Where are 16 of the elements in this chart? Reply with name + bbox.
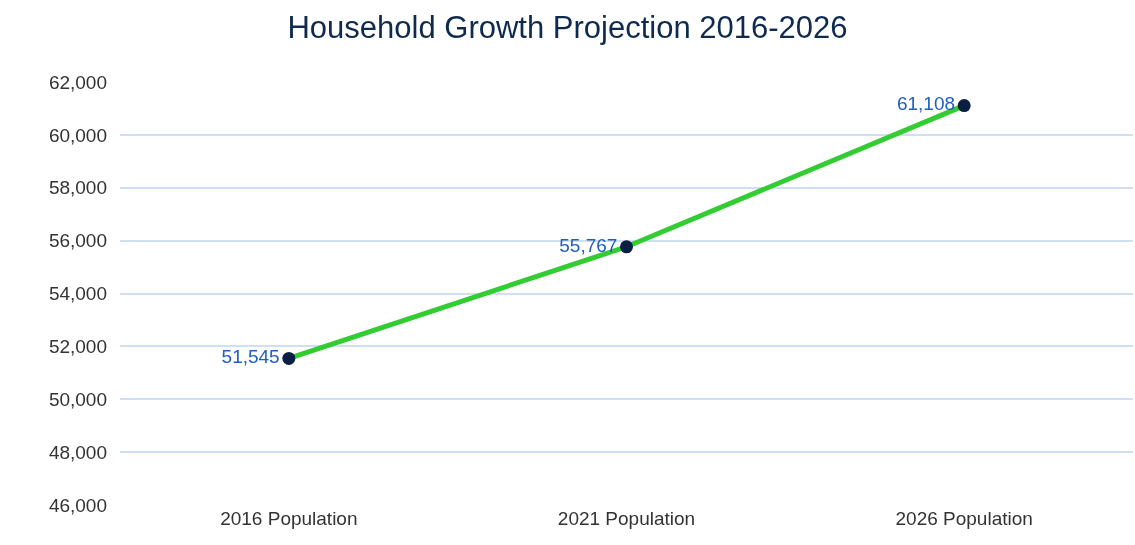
x-tick-label: 2021 Population — [557, 508, 696, 529]
x-tick-label: 2026 Population — [895, 508, 1033, 529]
chart-title: Household Growth Projection 2016-2026 — [287, 10, 848, 46]
y-tick-label: 56,000 — [48, 230, 107, 252]
data-label: 51,545 — [221, 346, 280, 368]
y-tick-label: 58,000 — [48, 177, 107, 199]
y-tick-label: 60,000 — [48, 124, 107, 146]
y-tick-label: 62,000 — [48, 71, 107, 93]
y-tick-label: 52,000 — [48, 336, 107, 358]
y-tick-label: 54,000 — [48, 283, 107, 305]
y-tick-label: 50,000 — [48, 388, 107, 410]
y-tick-label: 48,000 — [48, 441, 107, 463]
data-label: 55,767 — [559, 234, 618, 256]
data-label: 61,108 — [896, 93, 956, 115]
x-tick-label: 2016 Population — [220, 508, 358, 529]
y-tick-label: 46,000 — [48, 494, 107, 516]
